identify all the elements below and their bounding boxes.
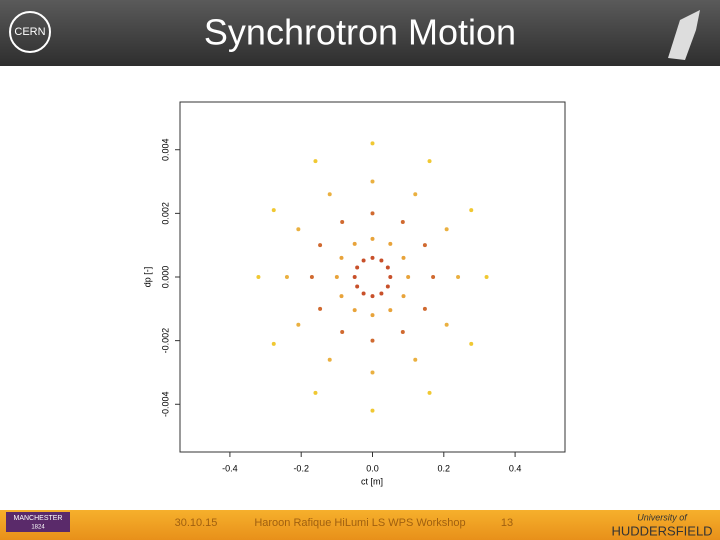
point [400,219,405,224]
owl-logo [668,10,700,60]
point [313,390,318,395]
point [427,390,432,395]
point [361,258,366,263]
point [400,330,405,335]
point [370,211,375,216]
x-tick-label: -0.4 [222,463,238,473]
point [370,141,375,146]
point [318,243,323,248]
footer-text: Haroon Rafique HiLumi LS WPS Workshop [254,517,465,529]
point [352,275,357,279]
y-tick-label: -0.002 [160,328,170,354]
x-tick-label: 0.4 [509,463,522,473]
point [355,284,360,289]
point [256,275,261,279]
point [401,294,406,299]
point [340,219,345,224]
point [334,275,339,279]
point [352,308,357,313]
plot-frame [179,101,566,453]
point [296,227,301,232]
point [327,192,332,197]
header-bar [0,0,720,66]
x-axis-label: ct [m] [361,476,383,486]
cern-logo-text: CERN [14,26,45,38]
point [361,291,366,296]
footer-bar [0,510,720,540]
y-tick-label: 0.000 [160,266,170,289]
point [422,243,427,248]
point [427,159,432,164]
point [379,291,384,296]
point [318,306,323,311]
y-tick-label: 0.004 [160,138,170,161]
point [406,275,411,279]
huddersfield-top: University of [637,512,688,522]
point [422,306,427,311]
footer-date: 30.10.15 [175,517,218,529]
point [370,179,375,184]
point [379,258,384,263]
point [309,275,314,279]
point [469,341,474,346]
cern-logo [9,11,51,53]
point [370,338,375,343]
point [370,370,375,375]
point [388,308,393,313]
point [444,227,449,232]
point [388,275,393,279]
y-axis-label: dp [-] [142,267,152,288]
point [413,357,418,362]
manchester-logo [6,512,70,532]
point [484,275,489,279]
point [401,255,406,260]
point [370,408,375,413]
page-number: 13 [501,517,513,529]
point [296,322,301,327]
point [271,208,276,213]
y-tick-label: 0.002 [160,202,170,225]
point [413,192,418,197]
x-tick-label: -0.2 [293,463,309,473]
point [385,265,390,270]
y-tick-label: -0.004 [160,392,170,418]
point [284,275,289,279]
point [339,255,344,260]
manchester-year: 1824 [31,525,45,531]
point [370,313,375,318]
point [431,275,436,279]
slide-title: Synchrotron Motion [204,12,516,53]
point [370,294,375,299]
point [370,255,375,260]
point [388,241,393,246]
point [370,236,375,241]
manchester-text: MANCHESTER [13,515,62,522]
point [355,265,360,270]
point [469,208,474,213]
huddersfield-logo: HUDDERSFIELD [611,523,712,538]
point [271,341,276,346]
point [313,159,318,164]
point [340,330,345,335]
point [456,275,461,279]
point [444,322,449,327]
point [339,294,344,299]
point [385,284,390,289]
point [327,357,332,362]
x-tick-label: 0.2 [438,463,451,473]
x-tick-label: 0.0 [366,463,379,473]
point [352,241,357,246]
